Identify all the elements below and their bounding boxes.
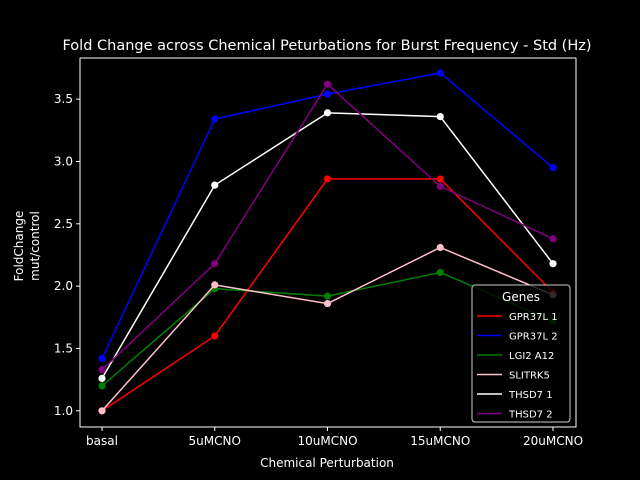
- data-point: [211, 332, 219, 340]
- legend-item: LGI2 A12: [477, 351, 554, 362]
- legend-item: GPR37L 1: [477, 312, 558, 323]
- legend-item: THSD7 2: [477, 410, 553, 421]
- x-axis-label: Chemical Perturbation: [260, 456, 394, 470]
- y-axis-label-line2: mut/control: [28, 211, 42, 281]
- y-axis-label-line1: FoldChange: [12, 211, 26, 282]
- legend-label: GPR37L 2: [509, 332, 558, 343]
- data-point: [211, 281, 219, 289]
- data-point: [549, 235, 557, 243]
- data-point: [323, 80, 332, 88]
- y-tick-label: 2.5: [54, 217, 73, 231]
- data-point: [436, 182, 444, 191]
- legend-title: Genes: [502, 290, 540, 304]
- legend-item: GPR37L 2: [477, 332, 558, 343]
- x-tick-label: 20uMCNO: [523, 434, 583, 448]
- legend-item: THSD7 1: [477, 390, 553, 401]
- data-point: [98, 366, 106, 374]
- data-point: [323, 175, 332, 183]
- plot-area: [79, 57, 577, 428]
- data-point: [98, 354, 106, 363]
- legend-label: GPR37L 1: [509, 312, 558, 323]
- x-axis: basal 5uMCNO 10uMCNO 15uMCNO 20uMCNO: [86, 427, 583, 448]
- data-point: [436, 268, 444, 277]
- x-tick-label: basal: [86, 434, 118, 448]
- y-tick-label: 1.0: [54, 404, 73, 418]
- data-point: [549, 260, 557, 268]
- y-axis: 1.0 1.5 2.0 2.5 3.0 3.5: [54, 92, 80, 418]
- data-point: [211, 115, 219, 123]
- data-point: [323, 109, 332, 117]
- y-tick-label: 3.5: [54, 92, 73, 106]
- data-point: [436, 112, 444, 121]
- data-point: [436, 69, 444, 77]
- series-thsd7-2: [98, 80, 557, 374]
- x-tick-label: 10uMCNO: [297, 434, 357, 448]
- data-point: [98, 374, 106, 382]
- data-point: [323, 90, 332, 98]
- legend-label: THSD7 1: [508, 390, 553, 401]
- data-point: [323, 292, 332, 300]
- chart-title: Fold Change across Chemical Peturbations…: [62, 38, 591, 54]
- data-point: [211, 181, 219, 189]
- data-point: [549, 164, 557, 172]
- legend-item: SLITRK5: [477, 371, 550, 382]
- data-point: [211, 260, 219, 268]
- legend-label: LGI2 A12: [509, 351, 554, 362]
- y-tick-label: 2.0: [54, 279, 73, 293]
- series-gpr37l-2: [98, 69, 557, 363]
- data-point: [323, 299, 332, 308]
- x-tick-label: 15uMCNO: [410, 434, 470, 448]
- series-thsd7-1: [98, 109, 557, 382]
- x-tick-label: 5uMCNO: [189, 434, 241, 448]
- data-point: [436, 243, 444, 252]
- legend-label: THSD7 2: [508, 410, 553, 421]
- y-tick-label: 1.5: [54, 341, 73, 355]
- legend: Genes GPR37L 1 GPR37L 2 LGI2 A12 SLITRK5 THSD…: [471, 284, 571, 423]
- data-point: [98, 407, 106, 415]
- data-point: [436, 175, 444, 183]
- legend-box: [471, 284, 571, 423]
- y-tick-label: 3.0: [54, 154, 73, 168]
- data-point: [98, 382, 106, 390]
- legend-label: SLITRK5: [509, 371, 550, 382]
